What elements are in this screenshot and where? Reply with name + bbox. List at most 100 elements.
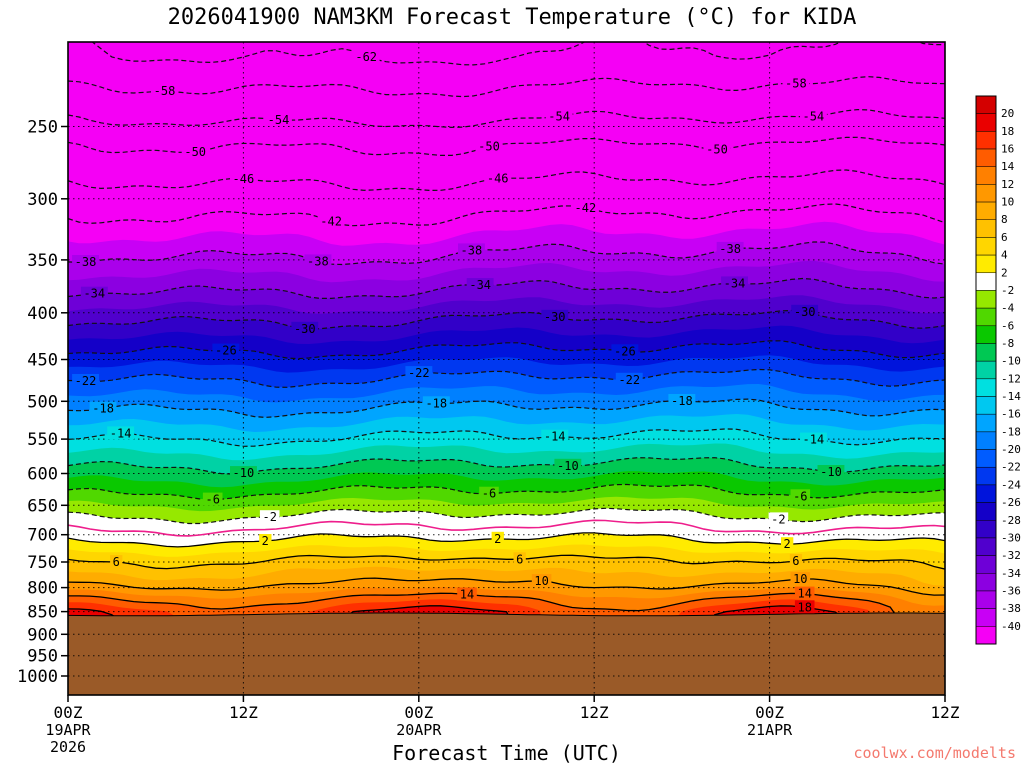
colorbar-cell — [975, 184, 997, 203]
contour-label: -26 — [215, 344, 237, 358]
contour-line-dashed — [68, 136, 945, 156]
x-tick-sublabel: 21APR — [747, 721, 793, 739]
colorbar-cell — [975, 131, 997, 150]
colorbar-label: -2 — [1001, 284, 1014, 297]
watermark-text: coolwx.com/modelts — [853, 744, 1016, 762]
colorbar-label: -12 — [1001, 372, 1021, 385]
colorbar-cell — [975, 396, 997, 415]
contour-label: 2 — [494, 532, 501, 546]
surface-line — [68, 612, 945, 617]
colorbar-cell — [975, 573, 997, 592]
y-tick-label: 800 — [27, 579, 58, 599]
x-tick-label: 12Z — [931, 703, 960, 722]
colorbar-label: 14 — [1001, 160, 1015, 173]
contour-label: -22 — [75, 374, 97, 388]
contour-label: -46 — [487, 172, 509, 186]
contour-label: -54 — [803, 109, 825, 123]
y-tick-label: 350 — [27, 251, 58, 271]
contour-label: -34 — [469, 278, 491, 292]
y-axis: 2503003504004505005506006507007508008509… — [17, 118, 68, 687]
colorbar-cell — [975, 590, 997, 609]
contour-label: 2 — [783, 537, 790, 551]
colorbar-label: -40 — [1001, 620, 1021, 633]
contour-label: -26 — [614, 344, 636, 358]
contour-label: -10 — [820, 465, 842, 479]
contour-label: -62 — [355, 50, 377, 64]
contour-label: -38 — [719, 242, 741, 256]
x-tick-label: 12Z — [229, 703, 258, 722]
x-tick-sublabel: 2026 — [50, 738, 86, 756]
contour-label: -2 — [262, 510, 276, 524]
contour-label: -2 — [771, 512, 785, 526]
colorbar-cell — [975, 466, 997, 486]
colorbar-label: -32 — [1001, 549, 1021, 562]
contour-label: -38 — [307, 254, 329, 268]
contour-label: -50 — [706, 142, 728, 156]
y-tick-label: 850 — [27, 603, 58, 623]
contour-label: -22 — [618, 373, 640, 387]
colorbar-cell — [975, 219, 997, 238]
colorbar-cell — [975, 626, 997, 645]
zero-degree-line — [68, 519, 945, 537]
contour-line-dashed — [68, 108, 945, 129]
contour-label: -14 — [803, 433, 825, 447]
y-tick-label: 300 — [27, 190, 58, 210]
colorbar-label: -8 — [1001, 337, 1014, 350]
contour-line-dashed — [68, 398, 945, 419]
contour-label: -46 — [233, 172, 255, 186]
colorbar-label: 12 — [1001, 178, 1014, 191]
colorbar-cell — [975, 113, 997, 132]
colorbar-cell — [975, 148, 997, 167]
colorbar-label: 4 — [1001, 249, 1008, 262]
contour-label: -54 — [268, 113, 290, 127]
contour-label: -6 — [793, 489, 807, 503]
colorbar-label: 10 — [1001, 196, 1014, 209]
below-ground-terrain — [68, 613, 945, 695]
contour-labels: -62-58-58-54 -54 -54-50 -50 -50-46 -46-42-42-… — [72, 49, 845, 614]
x-tick-label: 00Z — [404, 703, 433, 722]
contour-label: 6 — [113, 555, 120, 569]
contour-label: -14 — [110, 426, 132, 440]
colorbar-label: -30 — [1001, 531, 1021, 544]
colorbar-label: 2 — [1001, 266, 1008, 279]
colorbar-cell — [975, 520, 997, 539]
chart-title: 2026041900 NAM3KM Forecast Temperature (… — [167, 5, 857, 30]
contour-line-solid — [68, 532, 945, 548]
colorbar-cell — [975, 413, 997, 433]
colorbar-label: -14 — [1001, 390, 1021, 403]
colorbar-cell — [975, 360, 997, 380]
colorbar-label: 6 — [1001, 231, 1008, 244]
colorbar-label: -16 — [1001, 408, 1021, 421]
contour-label: -22 — [408, 366, 430, 380]
contour-label: -38 — [461, 243, 483, 257]
colorbar-cell — [975, 431, 997, 450]
contour-label: -58 — [785, 76, 807, 90]
contour-line-dashed — [68, 368, 945, 388]
contour-label: -30 — [794, 305, 816, 319]
colorbar-cell — [975, 201, 997, 220]
contour-label: 2 — [262, 534, 269, 548]
colorbar-label: -26 — [1001, 496, 1021, 509]
colorbar-label: -28 — [1001, 514, 1021, 527]
contour-label: 6 — [792, 554, 799, 568]
contour-label: -38 — [75, 255, 97, 269]
contour-line-dashed — [68, 457, 945, 475]
contour-line-dashed — [68, 277, 945, 299]
x-tick-label: 00Z — [755, 703, 784, 722]
contour-label: 14 — [460, 588, 474, 602]
contour-line-dashed — [68, 507, 945, 525]
colorbar-cell — [975, 290, 997, 309]
colorbar-cell — [975, 343, 997, 362]
colorbar-label: -20 — [1001, 443, 1021, 456]
y-tick-label: 900 — [27, 625, 58, 645]
x-tick-sublabel: 20APR — [396, 721, 442, 739]
colorbar-cell — [975, 166, 997, 185]
contour-label: -34 — [724, 276, 746, 290]
colorbar-label: 18 — [1001, 125, 1014, 138]
contour-label: -42 — [320, 215, 342, 229]
colorbar-cell — [975, 307, 997, 327]
colorbar-label: 20 — [1001, 107, 1014, 120]
colorbar-cell — [975, 537, 997, 556]
colorbar-cell — [975, 325, 997, 344]
